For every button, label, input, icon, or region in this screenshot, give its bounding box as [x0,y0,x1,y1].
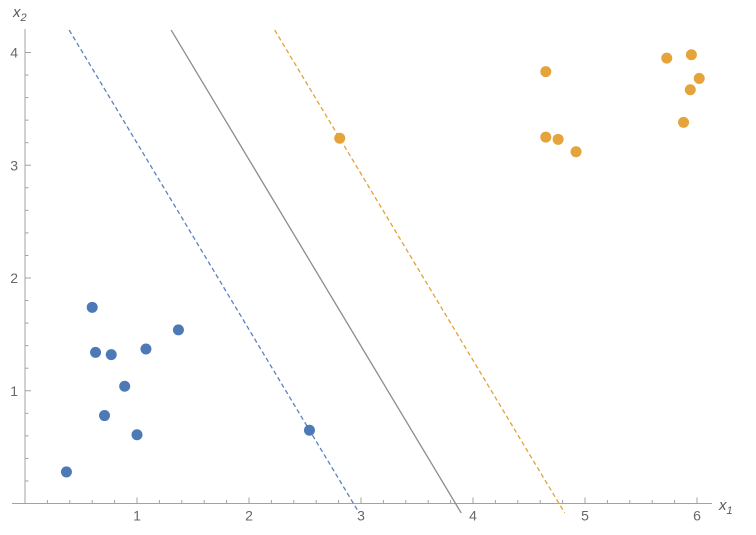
data-point [684,84,696,96]
positive-class-points [334,49,705,158]
data-point [99,410,111,422]
data-point [140,343,152,355]
x-axis-tick-label: 3 [357,508,365,524]
boundary-lines [68,29,566,514]
y-axis-tick-label: 3 [10,157,18,173]
x-axis-tick-label: 2 [245,508,253,524]
x-axis-tick-label: 6 [693,508,701,524]
x-axis-title: x1 [719,497,733,517]
data-point [678,116,690,128]
decision-boundary-line [170,29,462,514]
data-point [131,429,143,441]
y-axis-title-base: x [13,4,21,21]
y-axis-title: x2 [13,4,27,24]
data-point [685,49,697,61]
data-point [119,380,131,392]
negative-class-points [60,301,315,478]
data-point [570,146,582,158]
x-axis-title-subscript: 1 [726,505,733,517]
y-axis-tick-label: 4 [10,45,18,61]
x-axis-title-base: x [719,497,727,514]
data-point [661,52,673,64]
data-point [334,132,346,144]
data-point [105,349,117,361]
x-axis-tick-label: 4 [469,508,477,524]
data-point [540,66,552,78]
x-axis-tick-label: 5 [581,508,589,524]
axes: 1 2 3 4 5 6 1 2 3 4 [10,29,712,524]
x-axis-tick-label: 1 [133,508,141,524]
data-point [86,301,98,313]
data-point [552,133,564,145]
y-axis-title-subscript: 2 [20,12,27,24]
data-point [303,424,315,436]
data-point [172,324,184,336]
data-point [60,466,72,478]
y-axis-tick-label: 1 [10,383,18,399]
data-point [540,131,552,143]
data-point [90,346,102,358]
y-axis-tick-label: 2 [10,270,18,286]
upper-margin-line [274,29,566,514]
data-point [693,72,705,84]
